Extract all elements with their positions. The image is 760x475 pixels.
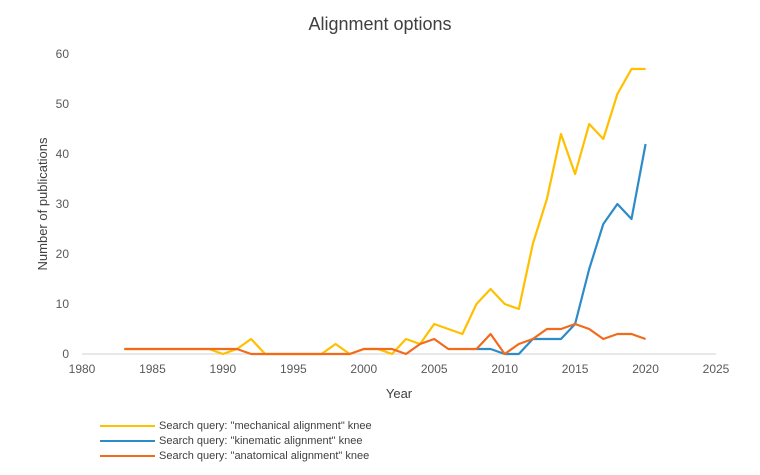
legend-label: Search query: "mechanical alignment" kne… xyxy=(159,420,372,432)
y-tick-label: 40 xyxy=(56,147,70,161)
y-tick-label: 20 xyxy=(56,247,70,261)
x-tick-label: 2000 xyxy=(350,362,377,376)
legend-label: Search query: "kinematic alignment" knee xyxy=(159,435,363,447)
legend-label: Search query: "anatomical alignment" kne… xyxy=(159,450,370,462)
x-tick-label: 1995 xyxy=(280,362,307,376)
x-tick-label: 1990 xyxy=(210,362,237,376)
x-axis-label: Year xyxy=(386,386,413,401)
y-tick-label: 50 xyxy=(56,97,70,111)
series-line-2 xyxy=(124,322,646,356)
x-tick-label: 2010 xyxy=(491,362,518,376)
chart-title: Alignment options xyxy=(308,14,452,34)
series-line-0 xyxy=(124,67,646,356)
x-tick-label: 2005 xyxy=(421,362,448,376)
x-tick-label: 1985 xyxy=(139,362,166,376)
x-tick-label: 2015 xyxy=(562,362,589,376)
y-tick-label: 10 xyxy=(56,297,70,311)
legend-swatch xyxy=(100,425,155,427)
y-tick-label: 0 xyxy=(62,347,69,361)
series-line-1 xyxy=(476,143,647,356)
legend-swatch xyxy=(100,440,155,442)
y-axis-label: Number of publications xyxy=(35,137,50,270)
legend-item-anatomical: Search query: "anatomical alignment" kne… xyxy=(100,449,369,463)
legend-item-kinematic: Search query: "kinematic alignment" knee xyxy=(100,434,362,448)
y-tick-label: 60 xyxy=(56,47,70,61)
legend-swatch xyxy=(100,455,155,457)
x-tick-label: 2025 xyxy=(703,362,730,376)
y-tick-label: 30 xyxy=(56,197,70,211)
legend-item-mechanical: Search query: "mechanical alignment" kne… xyxy=(100,419,372,433)
x-tick-label: 1980 xyxy=(69,362,96,376)
x-tick-label: 2020 xyxy=(632,362,659,376)
